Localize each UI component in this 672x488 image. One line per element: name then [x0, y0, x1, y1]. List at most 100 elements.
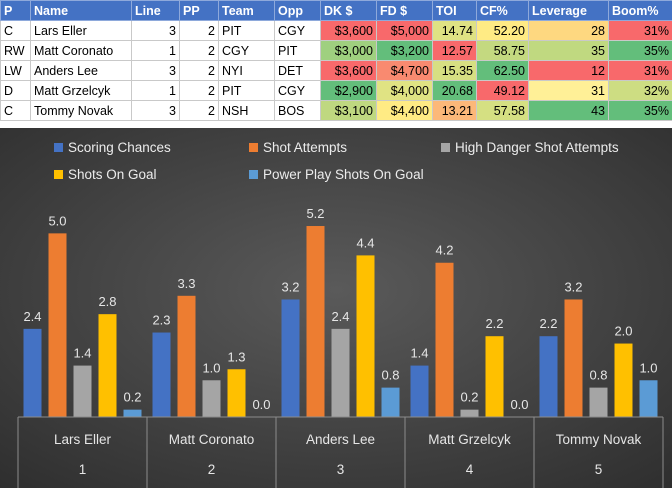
table-cell[interactable]: 2 [179, 60, 219, 81]
table-cell[interactable]: 1 [131, 40, 180, 61]
table-cell[interactable]: RW [0, 40, 31, 61]
table-cell[interactable]: 62.50 [476, 60, 529, 81]
header-cell[interactable]: P [0, 0, 31, 21]
table-cell[interactable]: $3,000 [320, 40, 377, 61]
bar [460, 409, 479, 417]
table-cell[interactable]: 15.35 [432, 60, 477, 81]
data-label: 0.8 [589, 368, 607, 383]
table-cell[interactable]: $4,400 [376, 100, 433, 121]
header-cell[interactable]: DK $ [320, 0, 377, 21]
bar [410, 365, 429, 417]
header-cell[interactable]: Boom% [608, 0, 672, 21]
header-cell[interactable]: CF% [476, 0, 529, 21]
data-label: 2.0 [614, 324, 632, 339]
table-cell[interactable]: 49.12 [476, 80, 529, 101]
table-cell[interactable]: Anders Lee [30, 60, 132, 81]
table-cell[interactable]: LW [0, 60, 31, 81]
table-cell[interactable]: BOS [274, 100, 321, 121]
table-cell[interactable]: 35% [608, 40, 672, 61]
data-label: 5.0 [48, 213, 66, 228]
table-row[interactable]: D Matt Grzelcyk 1 2 PIT CGY $2,900 $4,000 20.68 4… [0, 80, 672, 101]
data-label: 1.4 [410, 346, 428, 361]
bar [123, 409, 142, 417]
table-cell[interactable]: PIT [274, 40, 321, 61]
category-label: Anders Lee [306, 432, 375, 447]
table-cell[interactable]: 2 [179, 40, 219, 61]
table-cell[interactable]: NSH [218, 100, 275, 121]
table-cell[interactable]: 1 [131, 80, 180, 101]
player-table: P Name Line PP Team Opp DK $ FD $ TOI CF… [0, 0, 672, 121]
table-cell[interactable]: Matt Coronato [30, 40, 132, 61]
table-cell[interactable]: 20.68 [432, 80, 477, 101]
table-cell[interactable]: PIT [218, 80, 275, 101]
bar [331, 328, 350, 417]
data-label: 2.3 [152, 313, 170, 328]
table-cell[interactable]: 31 [528, 80, 609, 101]
legend-swatch [441, 143, 450, 152]
bar [73, 365, 92, 417]
table-cell[interactable]: 2 [179, 20, 219, 41]
table-cell[interactable]: NYI [218, 60, 275, 81]
table-cell[interactable]: 12 [528, 60, 609, 81]
bar [614, 343, 633, 417]
header-cell[interactable]: Line [131, 0, 180, 21]
table-cell[interactable]: 31% [608, 20, 672, 41]
table-cell[interactable]: 3 [131, 60, 180, 81]
table-cell[interactable]: 3 [131, 100, 180, 121]
table-cell[interactable]: DET [274, 60, 321, 81]
table-cell[interactable]: $5,000 [376, 20, 433, 41]
header-cell[interactable]: TOI [432, 0, 477, 21]
table-cell[interactable]: 57.58 [476, 100, 529, 121]
table-cell[interactable]: Lars Eller [30, 20, 132, 41]
table-cell[interactable]: 12.57 [432, 40, 477, 61]
table-cell[interactable]: $3,600 [320, 20, 377, 41]
table-cell[interactable]: $3,600 [320, 60, 377, 81]
table-cell[interactable]: 28 [528, 20, 609, 41]
table-cell[interactable]: $3,200 [376, 40, 433, 61]
table-cell[interactable]: $3,100 [320, 100, 377, 121]
table-cell[interactable]: CGY [218, 40, 275, 61]
data-label: 0.8 [381, 368, 399, 383]
table-cell[interactable]: 14.74 [432, 20, 477, 41]
table-cell[interactable]: 2 [179, 100, 219, 121]
header-cell[interactable]: FD $ [376, 0, 433, 21]
header-cell[interactable]: PP [179, 0, 219, 21]
table-cell[interactable]: 32% [608, 80, 672, 101]
header-cell[interactable]: Opp [274, 0, 321, 21]
table-cell[interactable]: 31% [608, 60, 672, 81]
table-cell[interactable]: 13.21 [432, 100, 477, 121]
table-cell[interactable]: Tommy Novak [30, 100, 132, 121]
data-label: 3.3 [177, 276, 195, 291]
table-cell[interactable]: 35% [608, 100, 672, 121]
bar [539, 336, 558, 417]
table-cell[interactable]: 43 [528, 100, 609, 121]
table-cell[interactable]: 2 [179, 80, 219, 101]
table-row[interactable]: LW Anders Lee 3 2 NYI DET $3,600 $4,700 15.35 62.… [0, 60, 672, 81]
table-cell[interactable]: $4,700 [376, 60, 433, 81]
table-row[interactable]: C Tommy Novak 3 2 NSH BOS $3,100 $4,400 13.21 57.… [0, 100, 672, 121]
header-cell[interactable]: Name [30, 0, 132, 21]
table-cell[interactable]: Matt Grzelcyk [30, 80, 132, 101]
table-cell[interactable]: 52.20 [476, 20, 529, 41]
table-cell[interactable]: $4,000 [376, 80, 433, 101]
bar-chart: Scoring Chances Shot Attempts High Danger … [0, 128, 672, 488]
table-row[interactable]: C Lars Eller 3 2 PIT CGY $3,600 $5,000 14.74 52.2… [0, 20, 672, 41]
table-cell[interactable]: C [0, 20, 31, 41]
legend-swatch [249, 170, 258, 179]
header-cell[interactable]: Team [218, 0, 275, 21]
table-cell[interactable]: $2,900 [320, 80, 377, 101]
table-cell[interactable]: D [0, 80, 31, 101]
header-cell[interactable]: Leverage [528, 0, 609, 21]
bar [98, 314, 117, 417]
table-cell[interactable]: C [0, 100, 31, 121]
table-cell[interactable]: CGY [274, 20, 321, 41]
table-cell[interactable]: 3 [131, 20, 180, 41]
data-label: 1.0 [639, 360, 657, 375]
table-cell[interactable]: 58.75 [476, 40, 529, 61]
table-cell[interactable]: PIT [218, 20, 275, 41]
data-label: 0.0 [252, 397, 270, 412]
table-cell[interactable]: CGY [274, 80, 321, 101]
table-cell[interactable]: 35 [528, 40, 609, 61]
bar [48, 233, 67, 417]
table-row[interactable]: RW Matt Coronato 1 2 CGY PIT $3,000 $3,200 12.57… [0, 40, 672, 61]
